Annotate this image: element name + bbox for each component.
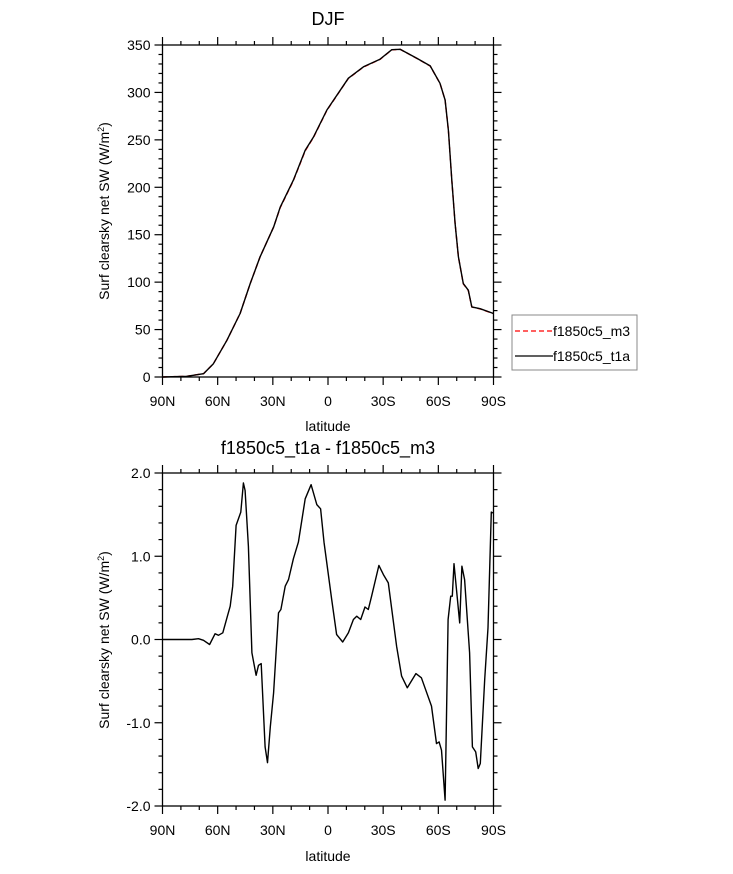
bottom-title: f1850c5_t1a - f1850c5_m3 [221,438,435,459]
legend-box [511,314,638,371]
y-tick-label: 300 [127,84,151,100]
x-tick-label: 30N [260,822,286,838]
x-tick-label: 90S [481,822,506,838]
x-tick-label: 60N [205,822,231,838]
x-tick-label: 60S [426,822,451,838]
x-tick-label: 90N [150,393,176,409]
y-tick-label: 350 [127,37,151,53]
bottom-xlabel: latitude [305,848,350,864]
y-tick-label: 0.0 [131,632,151,648]
series-line-difference [162,482,494,801]
y-tick-label: 250 [127,132,151,148]
x-tick-label: 30S [371,822,396,838]
series-line-f1850c5-t1a [162,48,494,378]
series-line-f1850c5-m3 [162,48,494,378]
bottom-ylabel: Surf clearsky net SW (W/m2) [96,551,112,729]
x-tick-label: 90S [481,393,506,409]
y-tick-label: 50 [135,322,151,338]
top-ylabel: Surf clearsky net SW (W/m2) [96,122,112,300]
y-tick-label: 0 [143,369,151,385]
x-tick-label: 60N [205,393,231,409]
y-tick-label: -2.0 [126,798,150,814]
x-tick-label: 0 [324,393,332,409]
x-tick-label: 30N [260,393,286,409]
legend-label-m3: f1850c5_m3 [553,323,630,339]
y-tick-label: 1.0 [131,548,151,564]
top-title: DJF [312,9,345,29]
x-tick-label: 30S [371,393,396,409]
top-panel: DJF latitude Surf clearsky net SW (W/m2)… [96,9,506,434]
top-xlabel: latitude [305,418,350,434]
x-tick-label: 90N [150,822,176,838]
legend-label-t1a: f1850c5_t1a [553,348,630,364]
y-tick-label: -1.0 [126,715,150,731]
bottom-panel: f1850c5_t1a - f1850c5_m3 latitude Surf c… [96,438,506,864]
y-tick-label: 2.0 [131,465,151,481]
y-tick-label: 200 [127,179,151,195]
x-tick-label: 0 [324,822,332,838]
y-tick-label: 100 [127,274,151,290]
x-tick-label: 60S [426,393,451,409]
legend: f1850c5_m3 f1850c5_t1a [511,314,638,371]
y-tick-label: 150 [127,227,151,243]
